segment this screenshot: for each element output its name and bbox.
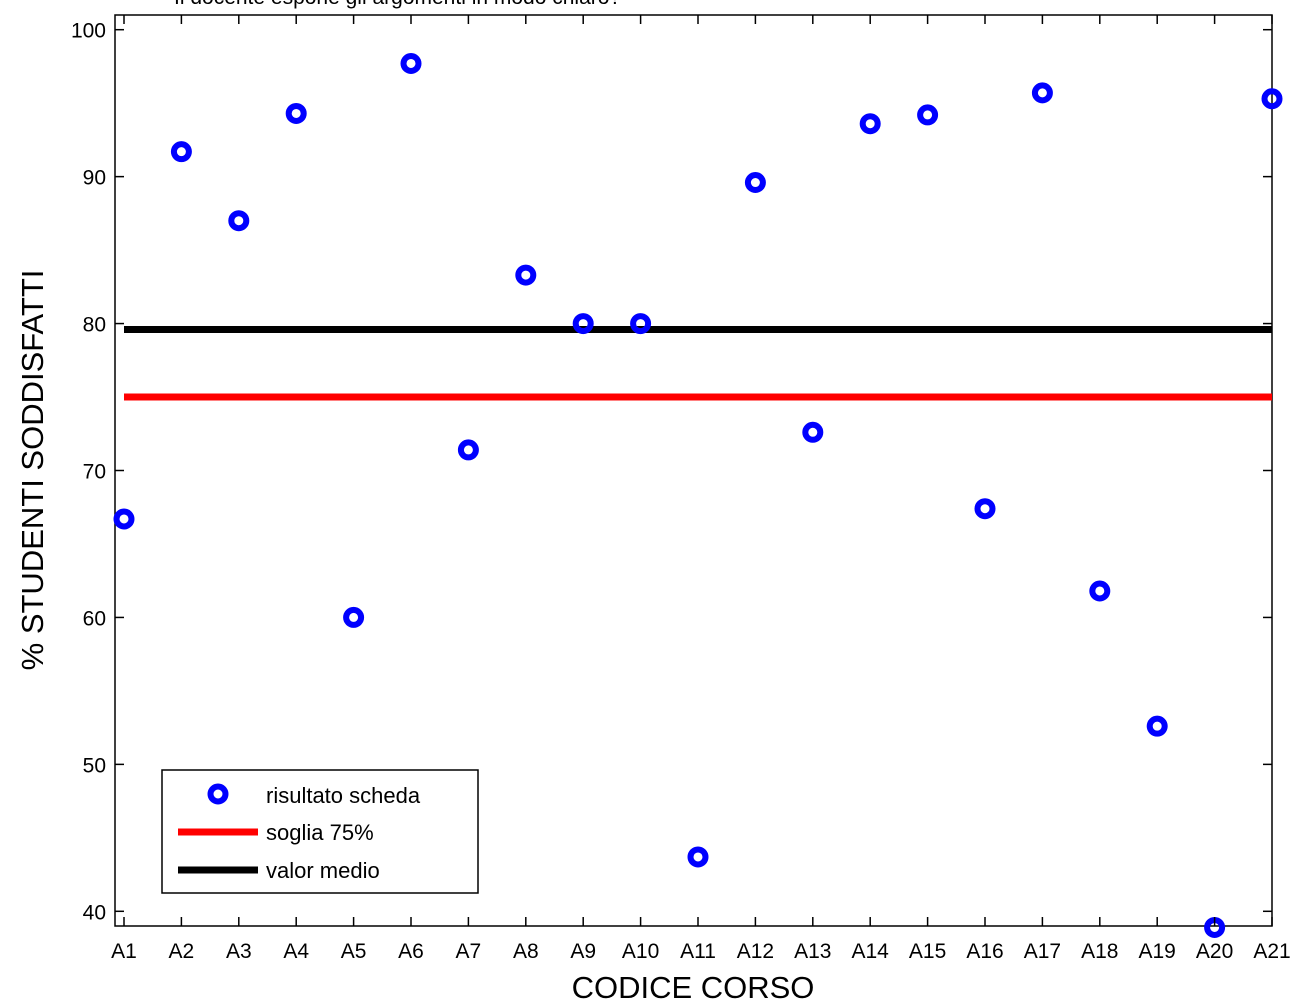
data-point-a14	[859, 113, 881, 135]
chart-title: Il docente espone gli argomenti in modo …	[174, 0, 621, 9]
data-point-a15	[917, 104, 939, 126]
x-tick-label-a8: A8	[513, 940, 539, 963]
x-tick-label-a11: A11	[680, 940, 716, 963]
x-tick-label-a1: A1	[111, 940, 137, 963]
reference-lines	[124, 325, 1272, 401]
y-tick-label-100: 100	[71, 20, 106, 43]
y-tick-label-40: 40	[83, 901, 106, 924]
data-point-a16	[974, 498, 996, 520]
legend-label-valor-medio: valor medio	[266, 858, 380, 883]
data-point-a3	[228, 210, 250, 232]
y-tick-label-60: 60	[83, 607, 106, 630]
data-point-a10	[630, 313, 652, 335]
data-point-a12	[744, 172, 766, 194]
x-axis-label: CODICE CORSO	[572, 970, 815, 1004]
y-tick-label-70: 70	[83, 461, 106, 484]
y-tick-labels: 40 50 60 70 80 90 100	[71, 20, 106, 925]
data-point-a5	[343, 606, 365, 628]
x-tick-label-a19: A19	[1139, 940, 1176, 963]
legend-marker-risultato-scheda	[207, 783, 229, 805]
x-tick-label-a7: A7	[456, 940, 482, 963]
data-point-a19	[1146, 715, 1168, 737]
y-tick-label-50: 50	[83, 754, 106, 777]
y-tick-label-80: 80	[83, 314, 106, 337]
x-tick-label-a17: A17	[1024, 940, 1061, 963]
data-point-a13	[802, 421, 824, 443]
data-point-a18	[1089, 580, 1111, 602]
data-point-a2	[170, 141, 192, 163]
data-point-a7	[457, 439, 479, 461]
legend-label-soglia: soglia 75%	[266, 820, 374, 845]
y-axis-label: % STUDENTI SODDISFATTI	[15, 270, 50, 671]
x-tick-label-a10: A10	[622, 940, 659, 963]
data-point-a11	[687, 846, 709, 868]
data-points	[113, 52, 1283, 938]
x-tick-label-a14: A14	[852, 940, 890, 963]
x-tick-label-a16: A16	[966, 940, 1003, 963]
legend-label-risultato-scheda: risultato scheda	[266, 783, 421, 808]
x-tick-label-a15: A15	[909, 940, 946, 963]
data-point-a21	[1261, 88, 1283, 110]
axis-ticks	[115, 15, 1273, 926]
x-tick-label-a2: A2	[169, 940, 195, 963]
data-point-a17	[1031, 82, 1053, 104]
x-tick-label-a9: A9	[570, 940, 596, 963]
legend: risultato scheda soglia 75% valor medio	[161, 769, 479, 894]
data-point-a4	[285, 102, 307, 124]
x-tick-label-a18: A18	[1081, 940, 1118, 963]
x-tick-label-a12: A12	[737, 940, 774, 963]
x-tick-label-a5: A5	[341, 940, 367, 963]
data-point-a6	[400, 52, 422, 74]
x-tick-label-a6: A6	[398, 940, 424, 963]
y-tick-label-90: 90	[83, 167, 106, 190]
data-point-a9	[572, 313, 594, 335]
x-tick-label-a3: A3	[226, 940, 252, 963]
x-tick-labels: A1 A2 A3 A4 A5 A6 A7 A8 A9 A10 A11 A12 A13 A14 A15 A16 A…	[111, 940, 1291, 963]
x-tick-label-a21: A21	[1253, 940, 1290, 963]
x-tick-label-a13: A13	[794, 940, 831, 963]
data-point-a8	[515, 264, 537, 286]
x-tick-label-a20: A20	[1196, 940, 1233, 963]
data-point-a1	[113, 508, 135, 530]
x-tick-label-a4: A4	[283, 940, 309, 963]
